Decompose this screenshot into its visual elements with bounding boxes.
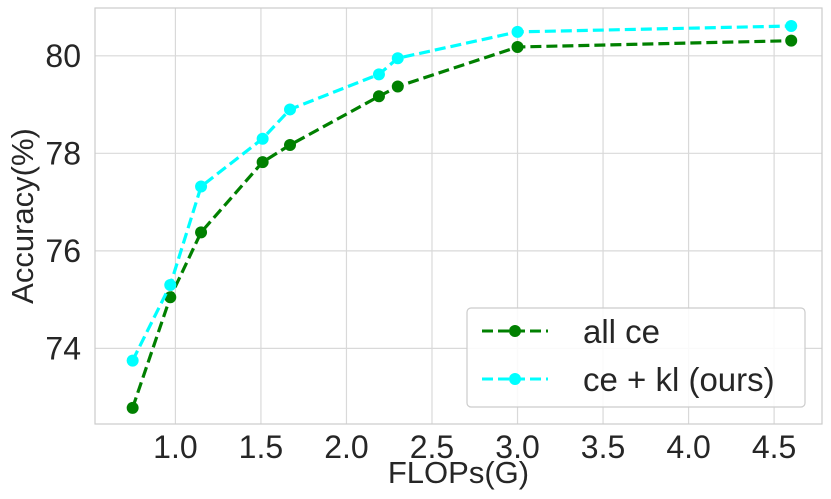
data-point-all-ce (164, 291, 177, 304)
x-tick-label: 3.0 (495, 429, 539, 465)
legend-marker-all-ce (509, 325, 521, 337)
series-layer (126, 20, 798, 414)
x-tick-label: 3.5 (581, 429, 625, 465)
y-tick-label: 80 (45, 38, 81, 74)
x-tick-label: 1.5 (239, 429, 283, 465)
data-point-ce-kl-ours (284, 103, 297, 116)
data-point-all-ce (785, 34, 798, 47)
data-point-all-ce (284, 139, 297, 152)
data-point-all-ce (195, 226, 208, 239)
x-tick-labels: 1.0 1.5 2.0 2.5 3.0 3.5 4.0 4.5 (153, 429, 796, 465)
y-tick-label: 78 (45, 135, 81, 171)
y-tick-label: 74 (45, 330, 81, 366)
data-point-all-ce (126, 401, 139, 414)
legend-marker-ce-kl (509, 373, 521, 385)
series-ce-kl-ours (126, 20, 798, 367)
legend-box (466, 307, 806, 408)
y-tick-label: 76 (45, 233, 81, 269)
data-point-all-ce (372, 90, 385, 103)
data-point-ce-kl-ours (391, 52, 404, 65)
data-point-ce-kl-ours (372, 68, 385, 81)
x-tick-label: 1.0 (153, 429, 197, 465)
legend: all ce ce + kl (ours) (466, 307, 806, 408)
x-axis-label: FLOPs(G) (388, 455, 529, 490)
data-point-ce-kl-ours (785, 20, 798, 33)
y-axis-label: Accuracy(%) (5, 128, 40, 304)
data-point-all-ce (256, 156, 269, 169)
legend-label-all-ce: all ce (583, 313, 660, 350)
data-point-ce-kl-ours (164, 279, 177, 292)
data-point-ce-kl-ours (256, 132, 269, 145)
x-tick-label: 4.5 (752, 429, 796, 465)
legend-label-ce-kl: ce + kl (ours) (583, 361, 775, 398)
y-tick-labels: 74 76 78 80 (45, 38, 81, 367)
x-tick-label: 2.5 (410, 429, 454, 465)
data-point-ce-kl-ours (511, 25, 524, 38)
x-tick-label: 2.0 (324, 429, 368, 465)
series-all-ce (126, 34, 798, 414)
data-point-ce-kl-ours (195, 180, 208, 193)
data-point-all-ce (391, 80, 404, 93)
data-point-ce-kl-ours (126, 354, 139, 367)
plot-frame (94, 7, 823, 425)
x-tick-label: 4.0 (666, 429, 710, 465)
data-point-all-ce (511, 41, 524, 54)
